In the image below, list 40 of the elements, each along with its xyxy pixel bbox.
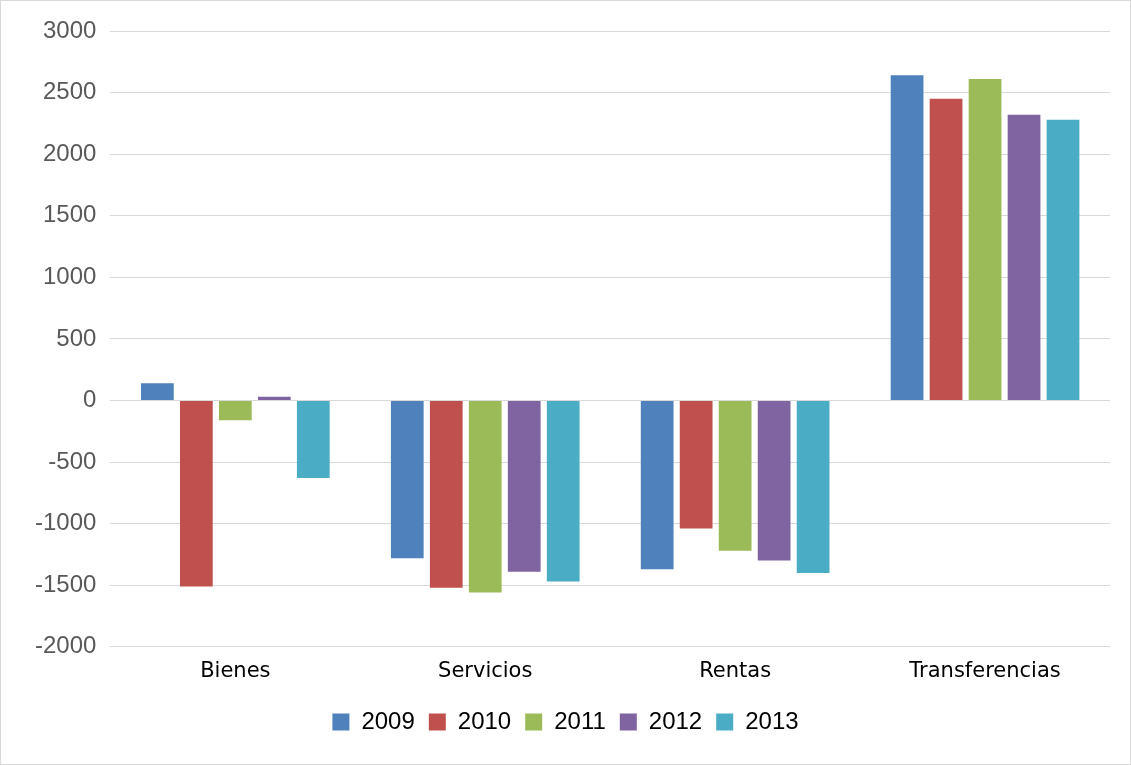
bar	[507, 400, 541, 572]
bar	[968, 79, 1002, 400]
bar	[640, 400, 674, 570]
bar	[929, 98, 963, 400]
y-tick-label: 1000	[42, 261, 97, 289]
y-tick-label: 2500	[42, 77, 97, 105]
y-tick-label: 2000	[42, 138, 97, 166]
legend-label: 2011	[554, 706, 606, 734]
bar	[757, 400, 791, 561]
legend-label: 2013	[745, 706, 799, 734]
bar	[890, 75, 924, 400]
y-tick-label: -1500	[34, 569, 97, 597]
y-tick-label: 500	[56, 323, 97, 351]
bar	[718, 400, 752, 551]
bar	[1046, 119, 1080, 400]
legend-label: 2009	[361, 706, 415, 734]
x-tick-label: Rentas	[699, 657, 772, 682]
bar	[140, 383, 174, 400]
x-tick-label: Transferencias	[908, 657, 1061, 682]
y-tick-label: -1000	[34, 508, 97, 536]
bar	[257, 396, 291, 400]
bar	[296, 400, 330, 479]
y-tick-label: 3000	[42, 15, 97, 43]
bar	[218, 400, 252, 421]
bar	[468, 400, 502, 593]
bar	[796, 400, 830, 573]
bar	[1007, 114, 1041, 400]
y-tick-label: 0	[83, 385, 97, 413]
bar	[429, 400, 463, 588]
x-tick-label: Bienes	[200, 657, 271, 682]
y-tick-label: 1500	[42, 200, 97, 228]
legend-label: 2012	[648, 706, 703, 734]
bar	[546, 400, 580, 582]
x-tick-label: Servicios	[438, 657, 533, 682]
bar	[390, 400, 424, 559]
y-tick-label: -2000	[34, 631, 97, 659]
y-tick-label: -500	[48, 446, 97, 474]
bar	[679, 400, 713, 529]
legend-label: 2010	[457, 706, 512, 734]
bar	[179, 400, 213, 587]
